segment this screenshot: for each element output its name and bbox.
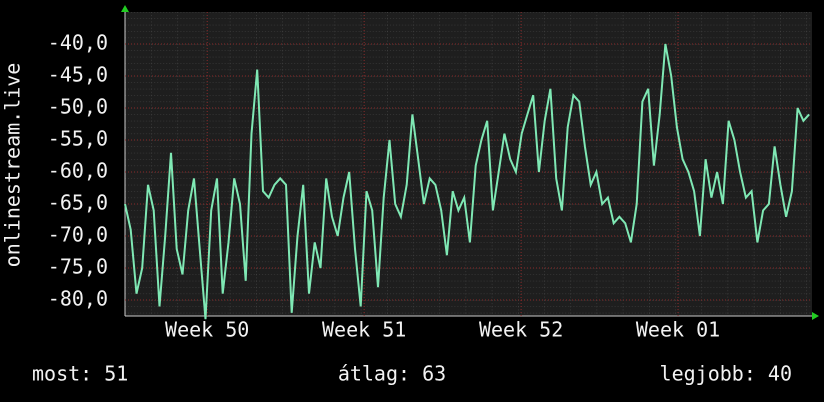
axis-arrow — [121, 5, 129, 12]
y-tick-label: -55,0 — [48, 127, 108, 151]
y-axis-label: onlinestream.live — [1, 63, 25, 268]
x-tick-label: Week 52 — [479, 318, 563, 342]
x-tick-label: Week 01 — [636, 318, 720, 342]
y-tick-label: -70,0 — [48, 223, 108, 247]
y-tick-label: -60,0 — [48, 159, 108, 183]
y-tick-label: -40,0 — [48, 31, 108, 55]
data-line — [124, 43, 810, 320]
axis-arrow — [812, 312, 819, 320]
footer-maximum: legjobb: 40 — [660, 362, 792, 386]
y-tick-label: -65,0 — [48, 191, 108, 215]
footer-average: átlag: 63 — [338, 362, 446, 386]
x-tick-label: Week 51 — [322, 318, 406, 342]
plot-area — [125, 12, 812, 316]
x-tick-label: Week 50 — [165, 318, 249, 342]
y-tick-label: -45,0 — [48, 63, 108, 87]
y-tick-label: -80,0 — [48, 287, 108, 311]
footer-current: most: 51 — [32, 362, 128, 386]
y-tick-label: -75,0 — [48, 255, 108, 279]
y-tick-label: -50,0 — [48, 95, 108, 119]
